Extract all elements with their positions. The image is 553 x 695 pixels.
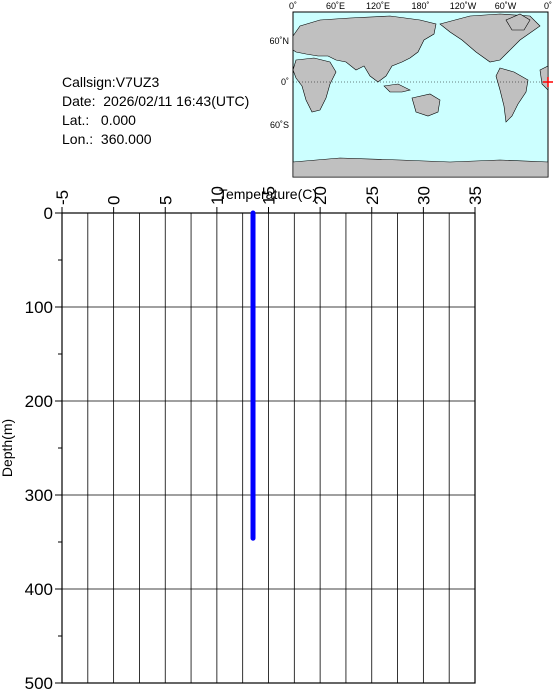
map-land	[292, 13, 549, 178]
x-axis-label: Temperature(C)	[219, 186, 317, 202]
map-lat-label: 0˚	[281, 77, 289, 87]
world-map	[292, 11, 553, 178]
x-tick-label: 25	[363, 186, 382, 205]
y-tick-label: 500	[25, 674, 53, 690]
x-tick-label: 30	[414, 186, 433, 205]
y-tick-label: 400	[25, 580, 53, 599]
x-tick-label: 10	[208, 186, 227, 205]
y-tick-label: 100	[25, 298, 53, 317]
map-lon-label: 0˚	[289, 1, 297, 11]
map-lon-label: 180˚	[411, 1, 429, 11]
map-lon-label: 120˚W	[450, 1, 477, 11]
map-lat-label: 60˚N	[269, 36, 289, 46]
map-lon-label: 120˚E	[366, 1, 390, 11]
info-line: Lon.: 360.000	[62, 131, 152, 147]
x-tick-label: 5	[156, 196, 175, 205]
position-marker	[543, 77, 553, 87]
x-tick-label: -5	[53, 190, 72, 205]
y-axis-label: Depth(m)	[0, 419, 15, 477]
y-tick-label: 200	[25, 392, 53, 411]
map-lon-label: 60˚W	[495, 1, 517, 11]
map-lat-label: 60˚S	[270, 120, 289, 130]
map-lon-label: 0˚	[544, 1, 552, 11]
x-tick-label: 0	[105, 196, 124, 205]
info-line: Lat.: 0.000	[62, 112, 136, 128]
x-tick-label: 35	[466, 186, 485, 205]
x-tick-label: 20	[311, 186, 330, 205]
info-line: Date: 2026/02/11 16:43(UTC)	[62, 93, 249, 109]
info-line: Callsign:V7UZ3	[62, 74, 159, 90]
map-lon-label: 60˚E	[326, 1, 345, 11]
x-tick-label: 15	[260, 186, 279, 205]
plot-frame	[61, 212, 476, 684]
y-tick-label: 0	[44, 204, 53, 223]
y-tick-label: 300	[25, 486, 53, 505]
